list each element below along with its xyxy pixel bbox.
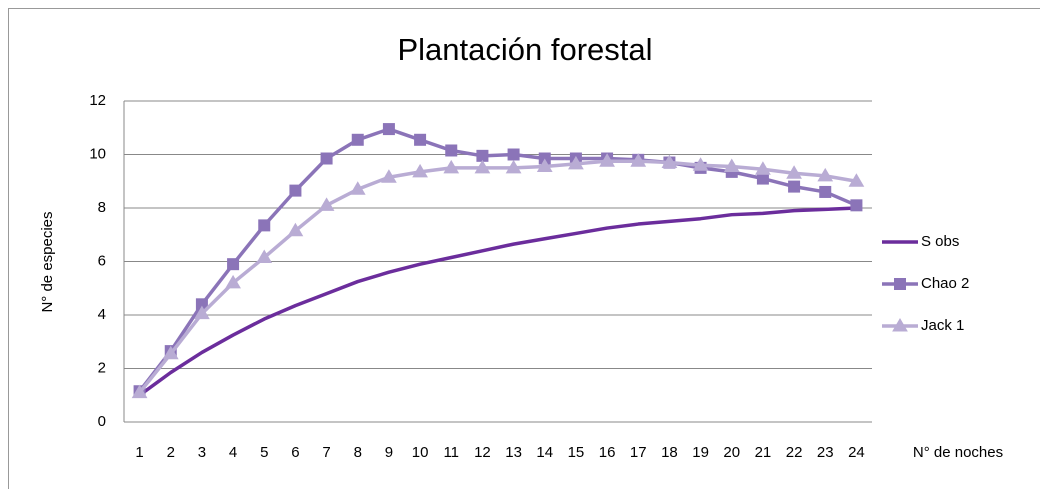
data-point [568,155,584,170]
chart-border [8,8,1040,489]
data-point [162,345,179,360]
x-tick-label: 24 [848,444,865,461]
data-point [786,165,802,179]
data-point [507,148,520,161]
data-point [320,152,333,165]
legend-marker [892,318,908,332]
data-point [755,161,771,175]
x-tick-label: 15 [568,444,585,461]
x-tick-label: 8 [354,444,362,461]
x-tick-label: 16 [599,444,616,461]
data-point [599,153,615,167]
y-tick-label: 10 [89,145,106,162]
data-point [318,197,335,211]
data-point [692,157,709,171]
data-point [443,159,460,174]
data-point [194,305,210,320]
data-point [505,159,522,174]
data-point [351,133,364,146]
data-point [349,181,366,195]
x-tick-label: 18 [661,444,678,461]
data-point [287,222,304,237]
legend-label: Jack 1 [921,317,964,334]
y-tick-label: 12 [89,92,106,109]
data-point [661,154,678,169]
x-tick-label: 19 [692,444,709,461]
series-line [138,206,857,397]
x-tick-label: 20 [723,444,740,461]
y-tick-label: 6 [98,252,106,269]
x-tick-label: 12 [474,444,491,461]
x-tick-label: 22 [786,444,803,461]
data-point [412,163,428,178]
data-point [227,258,240,271]
data-point [258,219,271,232]
x-axis-title: N° de noches [913,444,1003,461]
y-tick-label: 4 [98,306,106,323]
x-tick-label: 4 [229,444,237,461]
x-tick-label: 13 [505,444,522,461]
y-tick-label: 8 [98,199,106,216]
x-tick-label: 23 [817,444,834,461]
x-tick-label: 11 [443,444,459,461]
data-point [536,158,553,173]
x-tick-label: 14 [536,444,553,461]
x-tick-label: 6 [291,444,299,461]
data-point [850,199,863,212]
legend-marker [894,278,906,290]
x-tick-label: 5 [260,444,268,461]
data-point [381,169,397,183]
data-point [289,184,302,197]
data-point [630,153,647,167]
x-tick-label: 17 [630,444,647,461]
data-point [414,133,427,146]
data-point [131,384,148,399]
y-axis-title: N° de especies [39,211,56,312]
data-point [382,123,395,136]
legend-label: Chao 2 [921,275,969,292]
x-tick-label: 10 [412,444,429,461]
y-tick-label: 0 [98,413,106,430]
data-point [476,149,489,162]
data-point [788,180,801,193]
data-point [474,159,491,174]
data-point [256,249,273,263]
x-tick-label: 2 [167,444,175,461]
chart-title: Plantación forestal [397,32,652,67]
data-point [723,158,740,173]
y-tick-label: 2 [98,359,106,376]
data-point [225,274,241,289]
x-tick-label: 7 [322,444,330,461]
legend-label: S obs [921,233,959,250]
data-point [819,185,832,198]
data-point [848,173,865,187]
data-point [817,167,834,182]
data-point [445,144,458,157]
x-tick-label: 1 [135,444,143,461]
data-point [756,172,769,185]
x-tick-label: 9 [385,444,393,461]
x-tick-label: 21 [755,444,772,461]
x-tick-label: 3 [198,444,206,461]
